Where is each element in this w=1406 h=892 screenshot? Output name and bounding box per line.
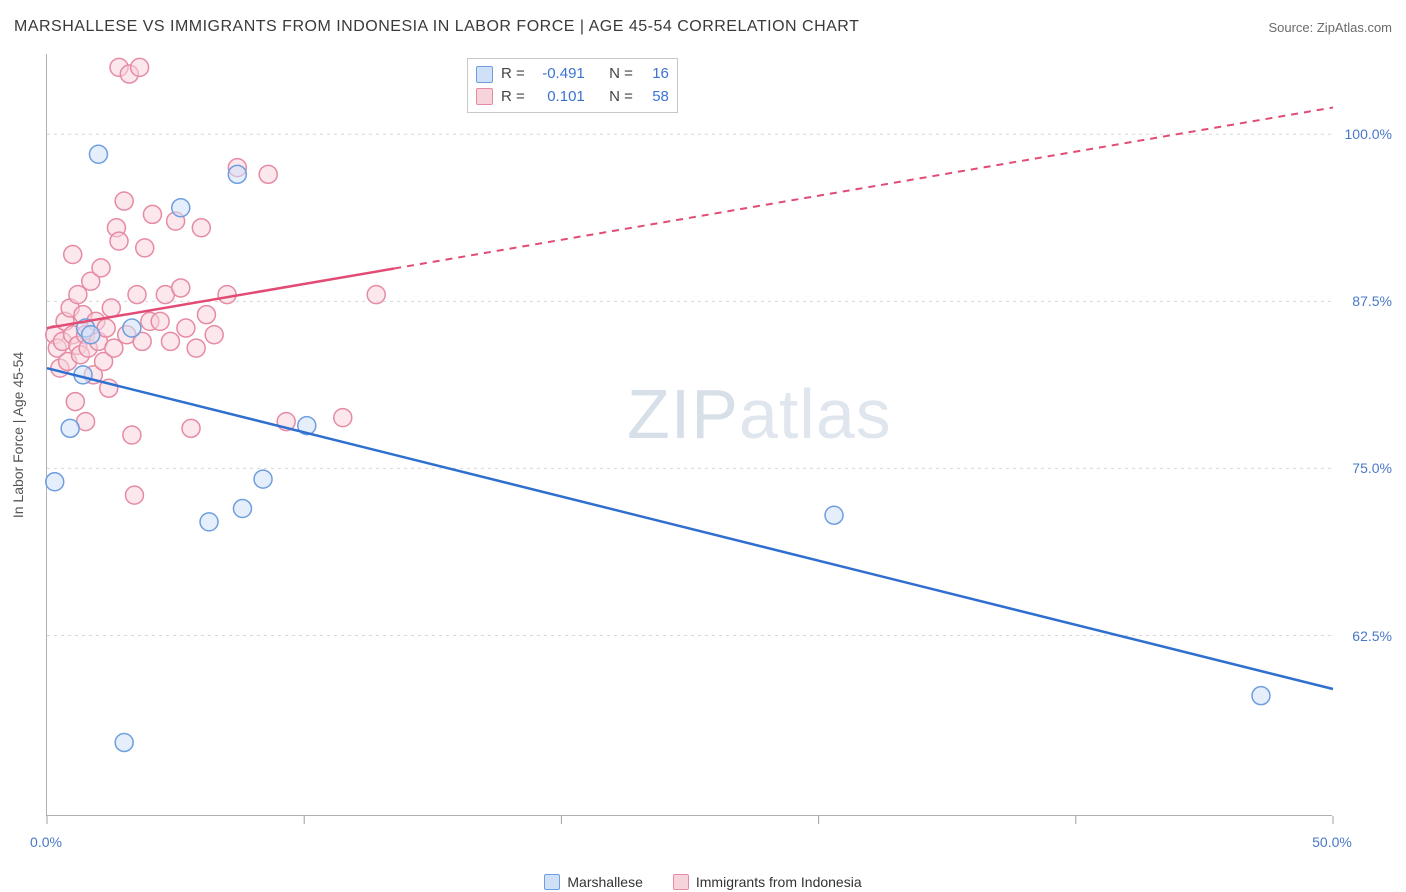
y-tick-label: 62.5% xyxy=(1322,628,1392,644)
stats-r-label: R = xyxy=(501,63,525,86)
y-tick-label: 75.0% xyxy=(1322,460,1392,476)
bottom-legend: Marshallese Immigrants from Indonesia xyxy=(0,874,1406,890)
x-tick-label: 0.0% xyxy=(30,834,62,850)
stats-r-value: -0.491 xyxy=(533,63,585,86)
chart-svg xyxy=(47,54,1332,815)
plot-area: R =-0.491 N =16R =0.101 N =58 ZIPatlas xyxy=(46,54,1332,816)
correlation-stats-box: R = -0.491 N = 16 R = 0.101 N = 58 xyxy=(467,58,678,113)
y-tick-label: 87.5% xyxy=(1322,293,1392,309)
y-axis-label: In Labor Force | Age 45-54 xyxy=(10,352,26,518)
legend-item-marshallese: Marshallese xyxy=(544,874,642,890)
stats-n-label: N = xyxy=(609,63,633,86)
legend-swatch-marshallese xyxy=(544,874,560,890)
stats-swatch-indonesia xyxy=(476,88,493,105)
legend-swatch-indonesia xyxy=(673,874,689,890)
source-label: Source: ZipAtlas.com xyxy=(1268,20,1392,35)
stats-row-marshallese: R = -0.491 N = 16 xyxy=(476,63,669,86)
stats-r-label: R = xyxy=(501,86,525,109)
stats-n-value: 16 xyxy=(641,63,669,86)
y-tick-label: 100.0% xyxy=(1322,126,1392,142)
x-tick-label: 50.0% xyxy=(1312,834,1352,850)
stats-n-value: 58 xyxy=(641,86,669,109)
legend-item-indonesia: Immigrants from Indonesia xyxy=(673,874,862,890)
stats-r-value: 0.101 xyxy=(533,86,585,109)
stats-swatch-marshallese xyxy=(476,66,493,83)
legend-label: Marshallese xyxy=(567,874,642,890)
legend-label: Immigrants from Indonesia xyxy=(696,874,862,890)
stats-row-indonesia: R = 0.101 N = 58 xyxy=(476,86,669,109)
chart-title: MARSHALLESE VS IMMIGRANTS FROM INDONESIA… xyxy=(14,18,859,36)
stats-n-label: N = xyxy=(609,86,633,109)
